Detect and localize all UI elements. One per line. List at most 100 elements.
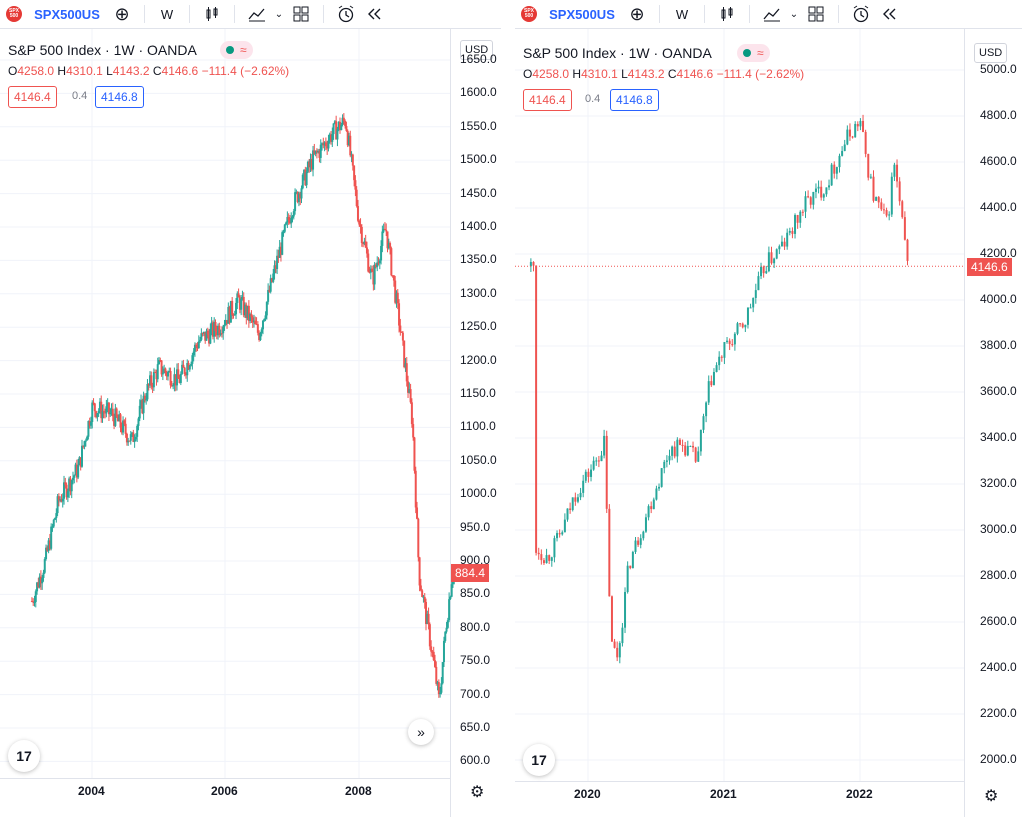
candle-body [77,465,80,478]
add-symbol-icon[interactable]: ⊕ [114,3,130,24]
symbol-search-button[interactable]: SPX500US [549,6,615,22]
layout-icon[interactable] [287,0,315,28]
candle-body [584,471,587,481]
candle-body [718,356,721,366]
chevron-down-icon[interactable]: ⌄ [274,8,284,20]
candle-body [561,532,564,535]
price-axis-label: 1250.0 [460,319,497,334]
candle-body [128,440,131,442]
candle-body [131,432,134,435]
candles-icon[interactable] [198,0,226,28]
candle-body [843,144,846,151]
candle-body [319,144,322,158]
settings-icon[interactable]: ⚙ [984,788,999,805]
open-value: 4258.0 [532,67,570,81]
candle-body [273,265,276,274]
candle-body [155,372,158,380]
candle-body [150,375,153,386]
candle-body [569,508,572,510]
candle-body [396,292,399,304]
candle-body [817,186,820,189]
candle-body [63,482,66,499]
chevron-down-icon[interactable]: ⌄ [789,8,799,20]
toolbar-divider [659,5,660,23]
candles-icon[interactable] [713,0,741,28]
right-chart-panel: SPX 500 SPX500US ⊕ W ⌄ S&P 500 Index · 1… [515,0,1022,817]
alert-icon[interactable] [332,0,360,28]
replay-icon[interactable] [875,0,903,28]
candle-body [283,224,286,232]
candle-body [101,410,104,419]
candle-body [282,231,285,233]
layout-icon[interactable] [802,0,830,28]
candle-body [446,620,449,628]
candle-body [32,601,35,603]
symbol-search-button[interactable]: SPX500US [34,6,100,22]
sell-button[interactable]: 4146.4 [523,89,572,111]
candle-body [215,331,218,336]
candle-body [123,420,126,424]
interval-button[interactable]: W [675,6,689,22]
candle-body [192,351,195,356]
status-indicator[interactable]: ≈ [737,44,770,62]
candle-body [355,189,358,207]
candle-body [156,364,159,380]
price-chart[interactable] [0,0,501,817]
candle-body [119,414,122,428]
candle-body [392,275,395,281]
candle-body [395,292,398,303]
candle-body [227,307,230,324]
candle-body [550,557,553,561]
scroll-to-realtime-button[interactable]: » [408,719,434,745]
candle-body [318,150,321,158]
status-indicator[interactable]: ≈ [220,41,253,59]
candle-body [304,169,307,186]
tradingview-logo[interactable]: 17 [523,744,555,776]
currency-button[interactable]: USD [974,43,1008,63]
candle-body [848,129,851,137]
indicators-icon[interactable] [758,0,786,28]
candle-body [37,582,40,588]
candle-body [291,216,294,219]
candle-body [309,159,312,168]
buy-button[interactable]: 4146.8 [95,86,144,108]
candle-body [841,150,844,156]
candle-body [242,296,245,316]
price-axis-label: 1050.0 [460,452,497,467]
candle-body [347,135,350,146]
replay-icon[interactable] [360,0,388,28]
indicators-icon[interactable] [243,0,271,28]
candle-body [122,420,125,433]
candle-body [222,326,225,334]
price-chart[interactable] [515,0,1022,817]
high-label: H [57,64,67,78]
candle-body [288,220,291,224]
settings-icon[interactable]: ⚙ [470,784,485,801]
candle-body [867,153,870,178]
candle-body [290,218,293,224]
candle-body [143,395,146,401]
buy-button[interactable]: 4146.8 [610,89,659,111]
interval-button[interactable]: W [160,6,174,22]
candle-body [197,341,200,349]
price-axis-label: 750.0 [460,653,491,668]
candle-body [308,161,311,168]
tradingview-logo[interactable]: 17 [8,740,40,772]
candle-body [652,499,655,510]
sell-button[interactable]: 4146.4 [8,86,57,108]
candle-body [255,324,258,326]
add-symbol-icon[interactable]: ⊕ [629,3,645,24]
candle-body [563,519,566,533]
toolbar-divider [189,5,190,23]
candle-body [723,342,726,358]
currency-button[interactable]: USD [460,40,494,60]
candle-body [444,631,447,641]
candle-body [665,460,668,462]
candle-body [330,134,333,142]
candle-body [260,329,263,333]
candle-body [261,320,264,330]
candle-body [445,627,448,632]
candle-body [851,136,854,138]
price-axis-label: 1300.0 [460,285,497,300]
alert-icon[interactable] [847,0,875,28]
